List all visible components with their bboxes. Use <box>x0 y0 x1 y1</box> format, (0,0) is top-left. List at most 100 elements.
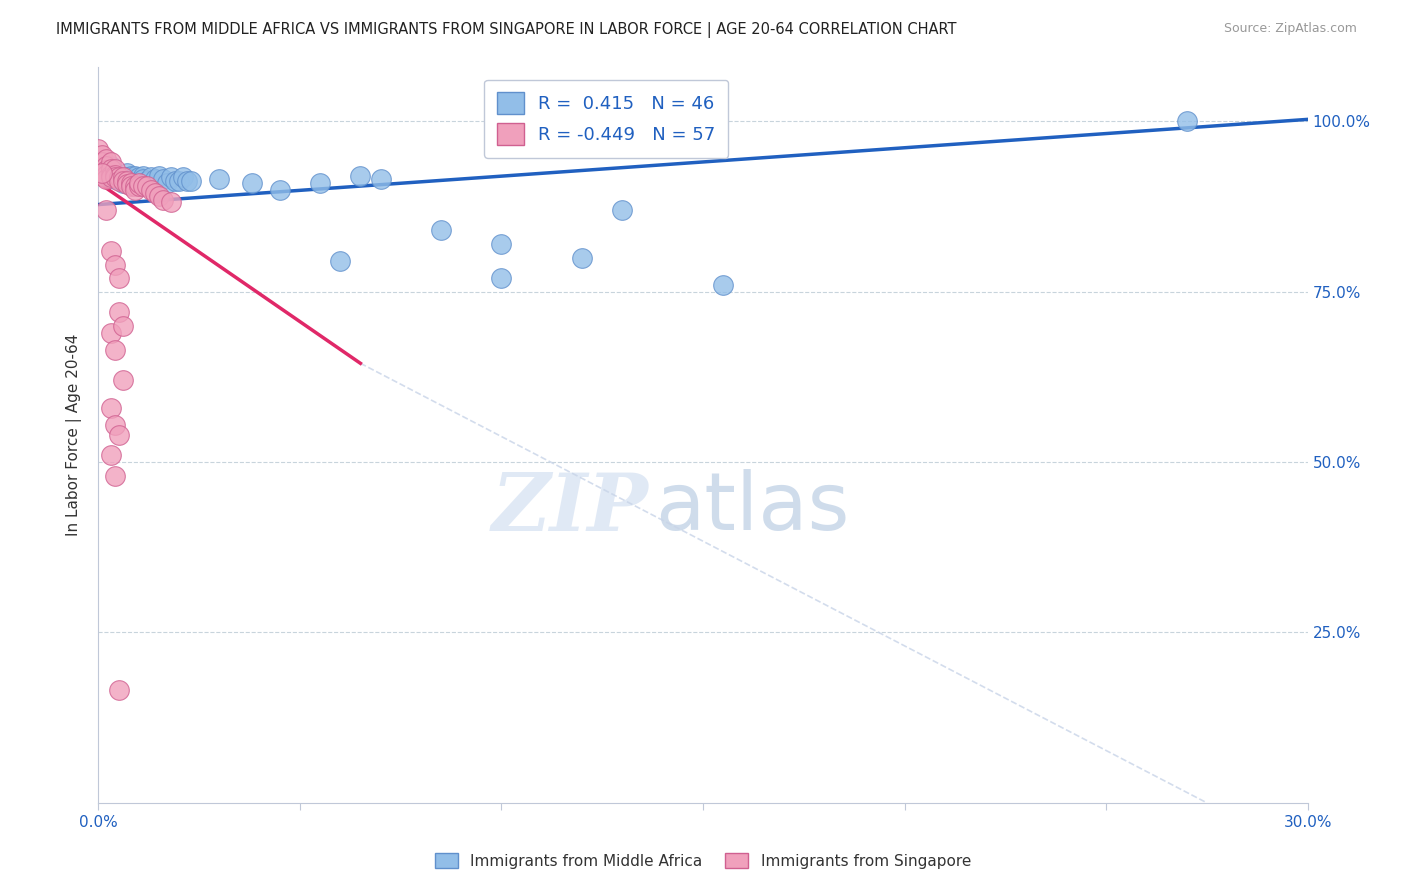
Point <box>269 183 291 197</box>
Point <box>100 159 122 173</box>
Point <box>163 174 186 188</box>
Point <box>176 174 198 188</box>
Point <box>96 172 118 186</box>
Point <box>115 165 138 179</box>
Point <box>91 165 114 179</box>
Point <box>124 179 146 194</box>
Point <box>128 176 150 190</box>
Point <box>120 176 142 190</box>
Point <box>107 172 129 186</box>
Point <box>100 170 122 185</box>
Point <box>87 159 110 173</box>
Point <box>329 254 352 268</box>
Point <box>160 170 183 185</box>
Point <box>132 179 155 194</box>
Point <box>1175 114 1198 128</box>
Point <box>100 401 122 415</box>
Point <box>107 683 129 698</box>
Point <box>107 271 129 285</box>
Point <box>100 162 122 177</box>
Point <box>96 202 118 217</box>
Point <box>148 189 170 203</box>
Point <box>91 162 114 177</box>
Point <box>172 170 194 185</box>
Point <box>111 176 134 190</box>
Point <box>107 174 129 188</box>
Point <box>115 170 138 185</box>
Point <box>132 169 155 183</box>
Point <box>120 169 142 183</box>
Point <box>349 169 371 183</box>
Point <box>148 169 170 183</box>
Point <box>91 148 114 162</box>
Point <box>120 172 142 186</box>
Point <box>103 170 125 185</box>
Point <box>160 194 183 209</box>
Point <box>180 174 202 188</box>
Point <box>103 168 125 182</box>
Point <box>139 170 162 185</box>
Point <box>491 237 513 252</box>
Point <box>309 176 332 190</box>
Point <box>143 172 166 186</box>
Point <box>103 172 125 186</box>
Point <box>100 244 122 258</box>
Point <box>111 373 134 387</box>
Point <box>370 172 392 186</box>
Point <box>128 170 150 185</box>
Point <box>100 168 122 182</box>
Point <box>100 155 122 169</box>
Text: IMMIGRANTS FROM MIDDLE AFRICA VS IMMIGRANTS FROM SINGAPORE IN LABOR FORCE | AGE : IMMIGRANTS FROM MIDDLE AFRICA VS IMMIGRA… <box>56 22 956 38</box>
Y-axis label: In Labor Force | Age 20-64: In Labor Force | Age 20-64 <box>66 334 83 536</box>
Point <box>96 159 118 173</box>
Point <box>240 176 263 190</box>
Point <box>111 170 134 185</box>
Point <box>111 174 134 188</box>
Point <box>711 277 734 292</box>
Point <box>87 142 110 156</box>
Point <box>103 343 125 357</box>
Point <box>143 186 166 200</box>
Point <box>115 174 138 188</box>
Point <box>571 251 593 265</box>
Point <box>100 448 122 462</box>
Point <box>128 174 150 188</box>
Point <box>96 168 118 182</box>
Point <box>120 179 142 194</box>
Point <box>91 162 114 177</box>
Point <box>612 202 634 217</box>
Point <box>96 163 118 178</box>
Point <box>135 174 157 188</box>
Point <box>139 183 162 197</box>
Point <box>100 326 122 340</box>
Point <box>103 169 125 183</box>
Legend: R =  0.415   N = 46, R = -0.449   N = 57: R = 0.415 N = 46, R = -0.449 N = 57 <box>484 79 728 158</box>
Point <box>111 170 134 185</box>
Point <box>107 169 129 183</box>
Point <box>107 427 129 442</box>
Point <box>152 193 174 207</box>
Point <box>156 176 179 190</box>
Point <box>103 162 125 177</box>
Point <box>152 172 174 186</box>
Point <box>96 152 118 166</box>
Point <box>128 179 150 194</box>
Text: atlas: atlas <box>655 469 849 548</box>
Point <box>124 169 146 183</box>
Point <box>491 271 513 285</box>
Point <box>115 177 138 191</box>
Point <box>208 172 231 186</box>
Point <box>103 258 125 272</box>
Point <box>103 468 125 483</box>
Point <box>124 183 146 197</box>
Point <box>103 417 125 432</box>
Point <box>107 170 129 185</box>
Text: ZIP: ZIP <box>492 470 648 547</box>
Point <box>111 318 134 333</box>
Point <box>107 305 129 319</box>
Point <box>135 179 157 194</box>
Point <box>430 223 453 237</box>
Point <box>96 169 118 183</box>
Point <box>132 172 155 186</box>
Text: Source: ZipAtlas.com: Source: ZipAtlas.com <box>1223 22 1357 36</box>
